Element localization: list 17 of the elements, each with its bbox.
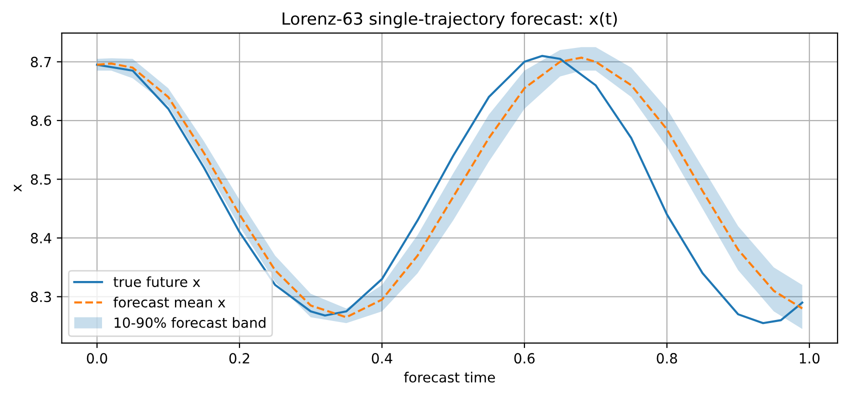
x-tick-label: 0.8 [656, 353, 678, 364]
y-tick-label: 8.5 [30, 174, 51, 185]
annotation: 10-90% forecast band [114, 317, 266, 328]
legend-label: forecast mean x [113, 296, 226, 308]
x-axis-title: forecast time [404, 372, 495, 383]
x-tick-label: 0.6 [514, 353, 535, 364]
x-tick-label: 1.0 [800, 353, 820, 364]
chart-title: Lorenz-63 single-trajectory forecast: x(t) [282, 12, 617, 28]
legend-label: true future x [114, 276, 200, 288]
y-tick-label: 8.3 [30, 292, 51, 302]
y-tick-label: 8.6 [30, 115, 52, 126]
y-tick-label: 8.4 [30, 232, 52, 244]
y-tick-label: 8.7 [30, 56, 51, 68]
x-tick-label: 0.0 [86, 353, 108, 364]
x-tick-label: 0.4 [372, 353, 392, 364]
y-axis-title: x [14, 184, 22, 192]
x-tick-label: 0.2 [229, 353, 250, 364]
